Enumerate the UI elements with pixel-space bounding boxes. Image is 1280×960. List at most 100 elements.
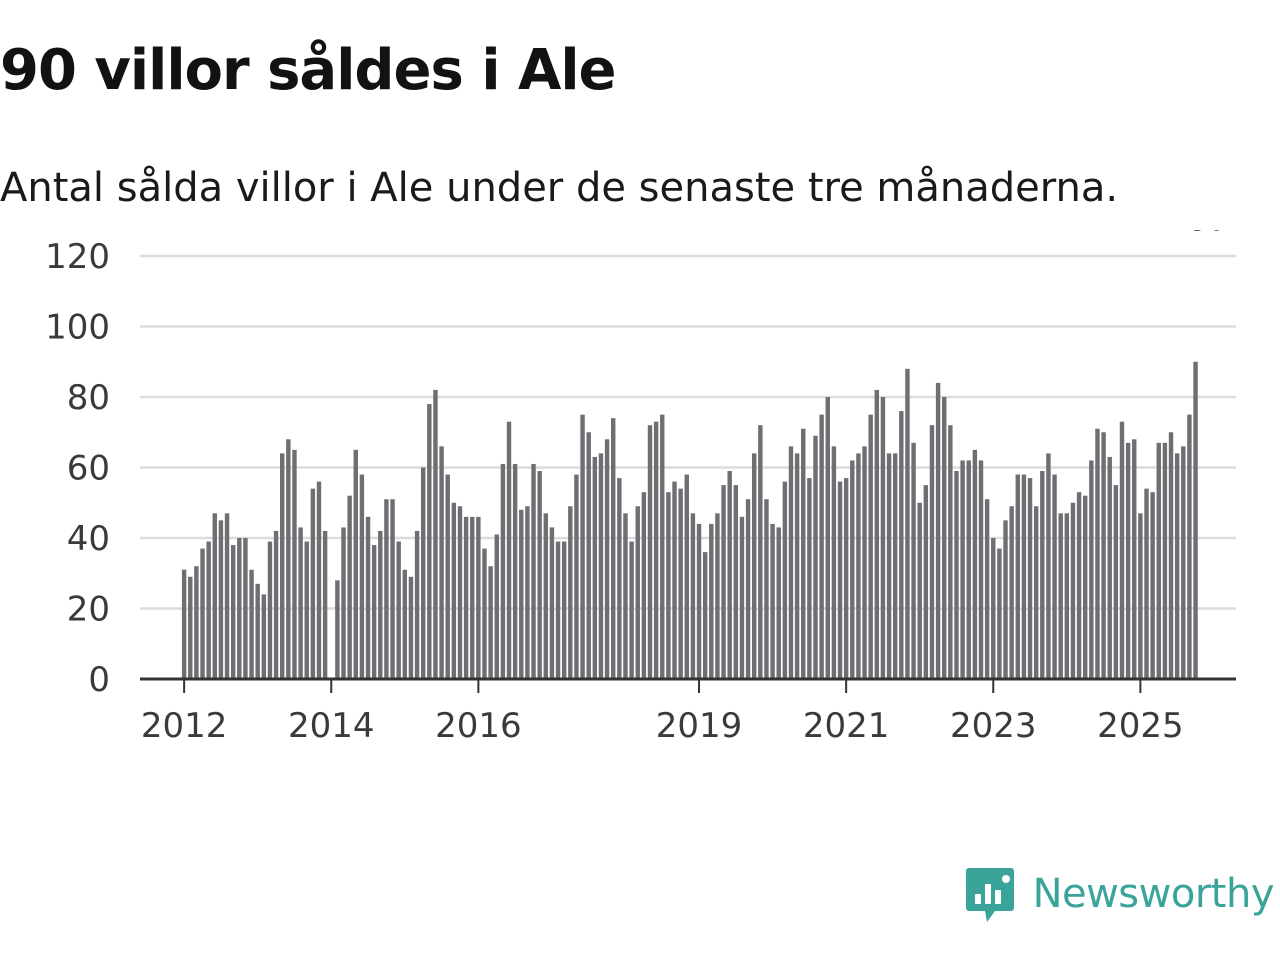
bar [745,499,751,679]
bar [1125,442,1131,679]
bar [1003,520,1008,679]
bar [1107,456,1112,679]
bar [445,474,450,679]
bar [396,541,401,679]
bar [905,368,910,679]
bar [543,513,548,679]
bar [892,453,898,679]
bar [1119,421,1125,679]
bars [181,361,1198,679]
bar [739,516,745,679]
bar [181,569,187,679]
bar [519,509,524,679]
bar [672,481,677,679]
data-labels: 90 [1190,230,1226,237]
bar [1144,488,1149,679]
bar [978,460,984,679]
bar [194,566,199,679]
bar [500,463,506,679]
bar [923,485,929,679]
bar [463,516,469,679]
bar [341,527,346,679]
bar [770,523,775,679]
bar [200,548,205,679]
bar [402,569,408,679]
bar [451,502,457,679]
bar [1058,513,1063,679]
x-tick-label: 2014 [288,706,375,746]
bar [408,576,414,679]
bar [1033,506,1039,679]
chart-subtitle: Antal sålda villor i Ale under de senast… [0,165,1119,211]
bar [1064,513,1070,679]
bar [371,545,377,679]
bar [641,492,647,679]
bar [273,530,279,679]
bar [280,453,285,679]
bar [611,418,616,679]
bar [1132,439,1137,679]
highlight-value-label: 90 [1190,230,1226,237]
bar [1095,428,1100,679]
bar [353,449,358,679]
bar [690,513,696,679]
bar [617,478,622,679]
bar [1076,492,1082,679]
bar [188,576,193,679]
bar [899,411,904,679]
bar [206,541,211,679]
bar [1174,453,1180,679]
bar [1083,495,1088,679]
bar [586,432,591,679]
bar [335,580,340,679]
y-tick-label: 120 [45,237,110,277]
bar [310,488,316,679]
y-tick-label: 80 [67,378,110,418]
bar [807,478,812,679]
bar [721,485,726,679]
x-tick-label: 2016 [435,706,522,746]
bar [1015,474,1020,679]
bar [782,481,788,679]
x-tick-label: 2025 [1097,706,1184,746]
bar [604,439,610,679]
bar [1101,432,1106,679]
bar [420,467,426,679]
bar [709,523,714,679]
bar [997,548,1002,679]
bar [592,456,598,679]
bar [267,541,273,679]
bar [224,513,230,679]
bar [733,485,739,679]
y-tick-label: 60 [67,449,110,489]
bar [801,428,806,679]
bar [874,389,880,679]
bar [212,513,217,679]
bar [512,463,518,679]
bar [316,481,322,679]
bar [286,439,291,679]
bar [1113,485,1119,679]
x-axis: 2012 2014 2016 2019 2021 2023 2025 [140,677,1236,746]
bar [794,453,800,679]
bar [1046,453,1051,679]
bar [457,506,463,679]
bar [359,474,365,679]
bar [1027,478,1033,679]
bar [715,513,720,679]
bar [322,530,328,679]
bar [629,541,634,679]
bar [1052,474,1057,679]
bar [1181,446,1186,679]
bar [954,471,959,679]
bar [678,488,683,679]
bar [531,463,536,679]
bar [862,446,867,679]
bar [764,499,769,679]
bar [727,471,732,679]
bar [292,449,297,679]
bar [384,499,389,679]
bar [555,541,561,679]
bar [1168,432,1174,679]
bar [684,474,689,679]
